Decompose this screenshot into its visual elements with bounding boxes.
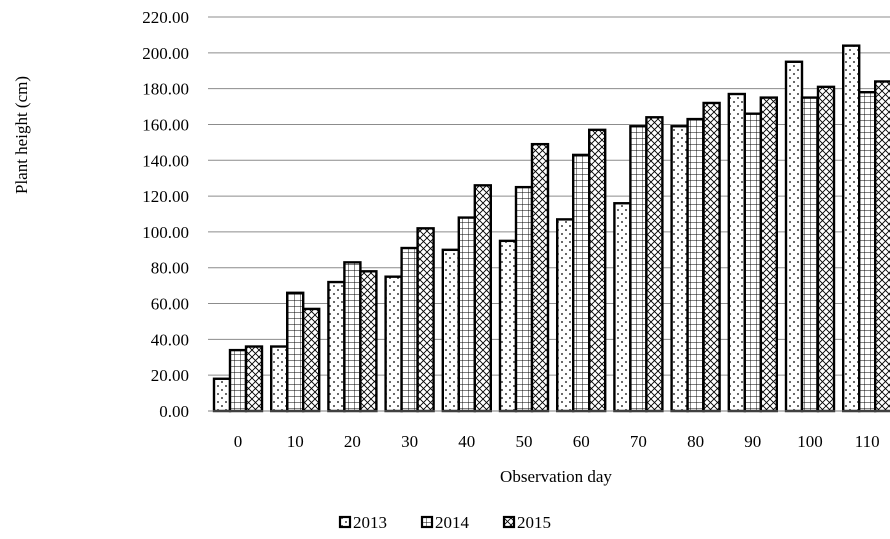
legend-label: 2014 — [435, 513, 470, 532]
y-tick-label: 40.00 — [151, 330, 189, 349]
legend-label: 2013 — [353, 513, 387, 532]
bar-2014-day-60 — [572, 153, 591, 413]
x-tick-label: 80 — [687, 432, 704, 451]
y-tick-label: 140.00 — [142, 151, 189, 170]
x-tick-label: 40 — [458, 432, 475, 451]
bar-2014-day-80 — [686, 117, 705, 413]
bar-2015-day-30 — [416, 227, 435, 413]
legend-label: 2015 — [517, 513, 551, 532]
y-tick-label: 200.00 — [142, 44, 189, 63]
bar-2013-day-50 — [498, 239, 518, 413]
bar-2015-day-0 — [244, 345, 264, 413]
y-tick-labels: 0.00 20.00 40.00 60.00 80.00 100.00 120.00 140.… — [142, 8, 189, 421]
y-tick-label: 160.00 — [142, 115, 189, 134]
bar-2013-day-0 — [212, 377, 232, 413]
bar-2013-day-60 — [556, 218, 575, 413]
x-axis-label: Observation day — [500, 467, 612, 486]
bar-2014-day-100 — [800, 96, 820, 413]
x-tick-labels: 0 10 20 30 40 50 60 70 80 90 100 110 — [234, 432, 880, 451]
y-tick-label: 220.00 — [142, 8, 189, 27]
bar-2013-day-80 — [670, 125, 689, 413]
bar-2014-day-70 — [629, 125, 648, 413]
bar-2015-day-90 — [759, 96, 778, 413]
y-axis-label: Plant height (cm) — [12, 76, 31, 194]
y-tick-label: 120.00 — [142, 187, 189, 206]
x-tick-label: 20 — [344, 432, 361, 451]
bar-2014-day-50 — [514, 185, 534, 413]
x-tick-label: 70 — [630, 432, 647, 451]
legend: 2013 2014 2015 — [338, 513, 551, 532]
bar-2013-day-30 — [384, 275, 403, 413]
y-tick-label: 80.00 — [151, 259, 189, 278]
y-tick-label: 60.00 — [151, 295, 189, 314]
bar-2015-day-100 — [816, 85, 836, 413]
x-tick-label: 110 — [855, 432, 880, 451]
bar-2014-day-90 — [743, 112, 762, 413]
bar-2015-day-10 — [302, 307, 321, 413]
legend-swatch-2014 — [420, 515, 434, 529]
x-tick-label: 100 — [797, 432, 823, 451]
bar-2014-day-110 — [858, 91, 877, 413]
bar-2015-day-20 — [359, 270, 378, 413]
bar-2013-day-90 — [727, 92, 746, 413]
legend-swatch-2013 — [338, 515, 352, 529]
bar-2014-day-30 — [400, 246, 419, 413]
bar-2015-day-50 — [530, 142, 550, 413]
y-tick-label: 180.00 — [142, 80, 189, 99]
bar-2015-day-60 — [588, 128, 607, 413]
bar-2014-day-10 — [286, 291, 305, 413]
bars — [212, 44, 890, 413]
bar-2013-day-40 — [441, 248, 460, 413]
bar-2014-day-40 — [457, 216, 476, 413]
bar-2013-day-70 — [613, 202, 632, 413]
bar-2015-day-110 — [874, 80, 890, 413]
bar-2014-day-0 — [228, 348, 248, 413]
x-tick-label: 50 — [516, 432, 533, 451]
bar-2015-day-80 — [702, 101, 721, 413]
y-tick-label: 100.00 — [142, 223, 189, 242]
x-tick-label: 10 — [287, 432, 304, 451]
y-tick-label: 0.00 — [159, 402, 189, 421]
bar-2013-day-20 — [327, 280, 346, 413]
x-tick-label: 30 — [401, 432, 418, 451]
bar-2015-day-70 — [645, 116, 664, 413]
bar-2013-day-110 — [842, 44, 861, 413]
bar-2013-day-10 — [270, 345, 289, 413]
bar-2014-day-20 — [343, 261, 362, 413]
x-tick-label: 90 — [744, 432, 761, 451]
legend-swatch-2015 — [502, 515, 516, 529]
bar-2015-day-40 — [473, 184, 492, 413]
x-tick-label: 60 — [573, 432, 590, 451]
y-tick-label: 20.00 — [151, 366, 189, 385]
x-tick-label: 0 — [234, 432, 243, 451]
bar-2013-day-100 — [784, 60, 804, 413]
